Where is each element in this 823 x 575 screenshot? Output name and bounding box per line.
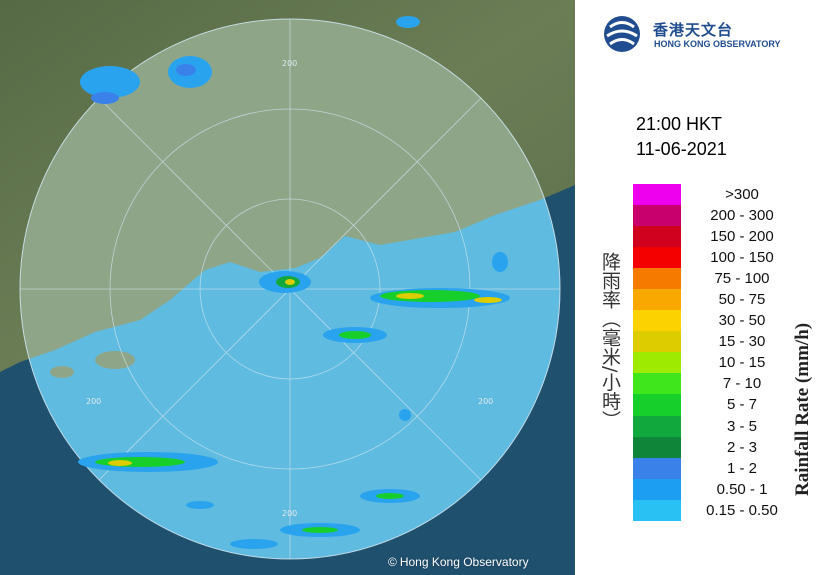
rain-echo — [280, 523, 360, 537]
range-label-east: 200 — [478, 397, 493, 406]
radar-map: 200 200 200 200 — [0, 0, 575, 575]
date-label: 11-06-2021 — [636, 139, 727, 159]
legend-range-label: 10 - 15 — [718, 354, 766, 372]
rainfall-rate-title-cn: 降雨率（毫米/小時） — [599, 252, 621, 430]
rain-echo — [370, 288, 510, 308]
legend-range-label: 100 - 150 — [710, 249, 774, 267]
rain-echo — [230, 539, 278, 549]
legend-range-label: 3 - 5 — [726, 417, 757, 435]
legend-panel: 香港天文台 HONG KONG OBSERVATORY 21:00 HKT 11… — [575, 0, 823, 575]
rain-echo — [186, 501, 214, 509]
rainfall-range-labels: >300 200 - 300 150 - 200 100 - 150 75 - 100 5… — [683, 184, 801, 542]
legend-swatch — [633, 499, 681, 521]
legend-range-label: 150 - 200 — [710, 228, 774, 246]
island — [95, 351, 135, 369]
legend-range-label: 75 - 100 — [714, 270, 770, 288]
rain-echo — [360, 489, 420, 503]
legend-swatch — [633, 247, 681, 269]
legend-swatch — [633, 436, 681, 458]
rain-echo — [323, 327, 387, 343]
copyright-notice: © Hong Kong Observatory — [388, 555, 529, 569]
legend-range-label: 200 - 300 — [710, 207, 774, 225]
rain-echo — [259, 271, 311, 293]
range-label-south: 200 — [282, 509, 297, 518]
time-label: 21:00 HKT — [636, 114, 723, 134]
logo-chinese-name: 香港天文台 — [653, 21, 734, 39]
legend-swatch — [633, 289, 681, 311]
legend-swatch — [633, 310, 681, 332]
rain-echo — [492, 252, 508, 272]
range-label-north: 200 — [282, 59, 297, 68]
radar-map-canvas: 200 200 200 200 — [0, 0, 575, 575]
legend-range-label: 5 - 7 — [726, 396, 757, 414]
land-in-range — [20, 19, 560, 372]
rain-echo — [399, 409, 411, 421]
legend-swatch — [633, 205, 681, 227]
observatory-logo: 香港天文台 HONG KONG OBSERVATORY — [593, 12, 823, 56]
island — [50, 366, 74, 378]
rain-echoes — [78, 16, 510, 549]
legend-range-label: >300 — [725, 186, 759, 203]
legend-swatch — [633, 457, 681, 479]
rainfall-rate-title-en: Rainfall Rate (mm/h) — [792, 322, 813, 496]
rainfall-color-scale — [633, 184, 681, 542]
legend-range-label: 15 - 30 — [718, 333, 766, 351]
legend-range-label: 30 - 50 — [718, 312, 766, 330]
legend-swatch — [633, 394, 681, 416]
copyright-text: Hong Kong Observatory — [399, 555, 529, 569]
legend-range-label: 2 - 3 — [726, 438, 757, 456]
range-label-west: 200 — [86, 397, 101, 406]
legend-swatch — [633, 352, 681, 374]
rain-echo — [78, 452, 218, 472]
legend-swatch — [633, 373, 681, 395]
legend-swatch — [633, 226, 681, 248]
legend-swatch — [633, 478, 681, 500]
logo-english-name: HONG KONG OBSERVATORY — [654, 39, 781, 49]
rain-echo — [396, 16, 420, 28]
legend-swatch — [633, 415, 681, 437]
legend-range-label: 1 - 2 — [726, 459, 757, 477]
legend-swatch — [633, 331, 681, 353]
observatory-emblem-icon — [604, 16, 640, 52]
legend-range-label: 7 - 10 — [722, 375, 762, 393]
legend-swatch — [633, 184, 681, 206]
legend-range-label: 0.15 - 0.50 — [706, 501, 778, 519]
copyright-symbol: © — [388, 555, 397, 569]
range-rings — [19, 18, 561, 560]
legend-range-label: 50 - 75 — [718, 291, 766, 309]
rain-echo — [168, 56, 212, 88]
legend-swatch — [633, 268, 681, 290]
legend-range-label: 0.50 - 1 — [716, 480, 768, 498]
rain-echo — [80, 66, 140, 104]
